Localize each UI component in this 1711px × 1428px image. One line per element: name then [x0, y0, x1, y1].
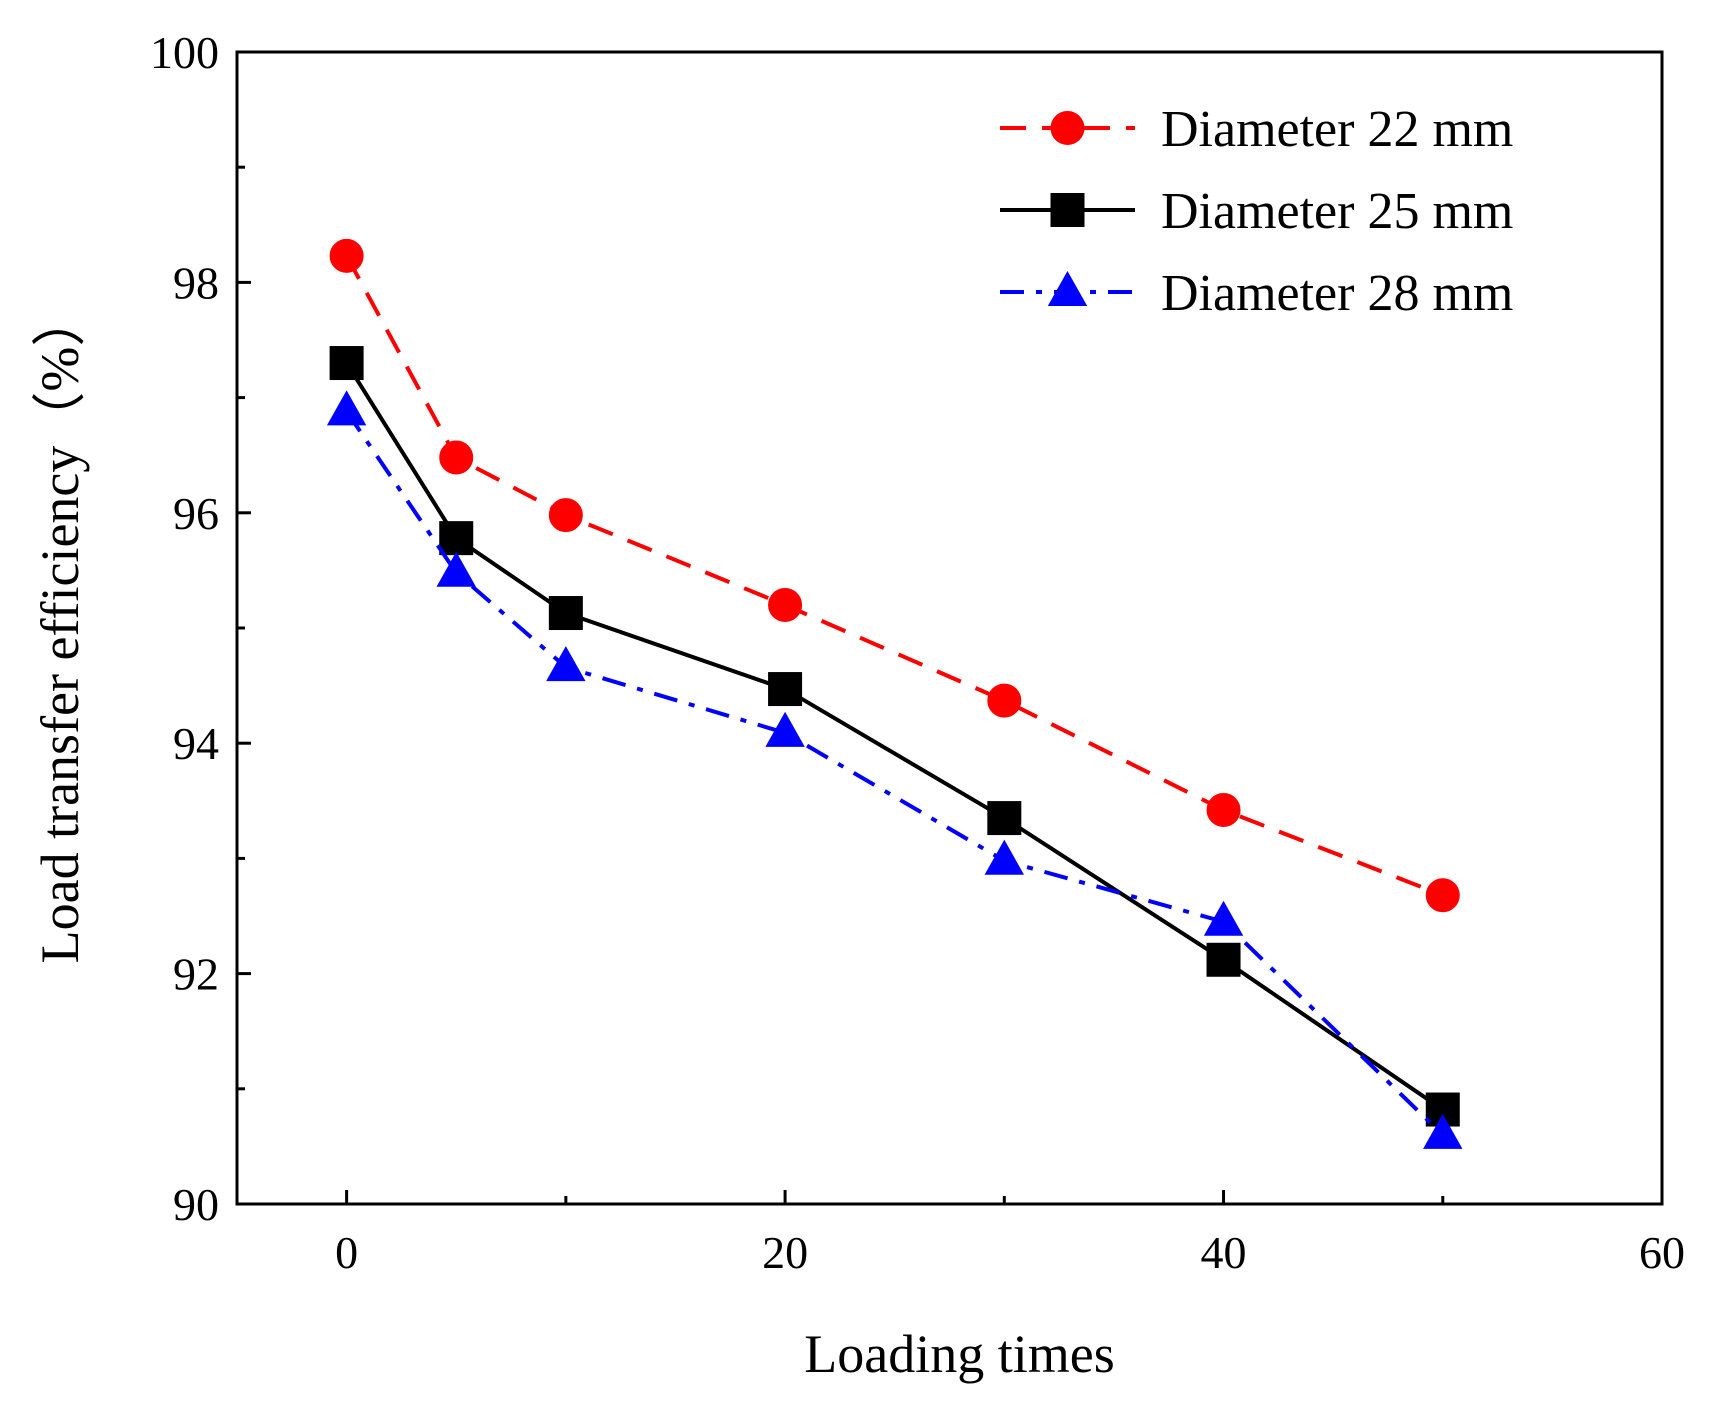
y-tick-label: 90 — [173, 1179, 219, 1230]
series-1 — [329, 238, 1460, 913]
x-axis-label: Loading times — [804, 1324, 1114, 1384]
data-point — [1203, 900, 1244, 936]
data-point — [1423, 1113, 1463, 1149]
legend-label: Diameter 25 mm — [1161, 183, 1513, 240]
data-point — [984, 839, 1025, 875]
data-point — [768, 587, 803, 622]
legend-marker — [1050, 193, 1085, 227]
data-point — [329, 238, 364, 273]
x-tick-label: 60 — [1639, 1227, 1685, 1278]
legend-item: Diameter 28 mm — [1000, 265, 1513, 322]
series-line — [344, 410, 1445, 1137]
x-tick-label: 40 — [1201, 1227, 1247, 1278]
data-point — [548, 498, 583, 533]
data-point — [439, 440, 474, 475]
legend-item: Diameter 25 mm — [1000, 183, 1513, 240]
legend-marker — [1050, 111, 1085, 145]
data-point — [987, 801, 1022, 836]
data-point — [765, 711, 805, 747]
legend-item: Diameter 22 mm — [1000, 101, 1513, 158]
legend-label: Diameter 28 mm — [1161, 265, 1513, 322]
data-point — [768, 672, 803, 707]
data-point — [326, 390, 367, 426]
series-line — [344, 361, 1444, 1112]
y-tick-label: 100 — [150, 27, 219, 78]
x-tick-label: 20 — [762, 1227, 808, 1278]
data-point — [987, 683, 1022, 718]
data-point — [439, 521, 474, 556]
data-point — [1425, 878, 1460, 913]
y-tick-label: 98 — [173, 257, 219, 308]
series-3 — [326, 390, 1463, 1149]
x-tick-label: 0 — [335, 1227, 358, 1278]
data-point — [436, 551, 476, 587]
y-tick-label: 96 — [173, 488, 219, 539]
data-point — [548, 596, 583, 631]
axes: 90 92 94 96 98 100 0 20 40 60 Loading times Load tr… — [30, 27, 1685, 1384]
legend: Diameter 22 mm Diameter 25 mm Diameter 28 … — [1000, 101, 1513, 322]
data-point — [1206, 942, 1241, 977]
y-tick-label: 92 — [173, 949, 219, 1000]
series-layer — [326, 238, 1463, 1149]
y-tick-label: 94 — [173, 718, 219, 769]
data-point — [546, 646, 586, 682]
legend-label: Diameter 22 mm — [1161, 101, 1513, 158]
series-2 — [329, 346, 1460, 1127]
y-axis-label: Load transfer efficiency（%） — [30, 293, 90, 964]
legend-marker — [1047, 270, 1088, 306]
data-point — [329, 346, 364, 381]
data-point — [1206, 793, 1241, 828]
